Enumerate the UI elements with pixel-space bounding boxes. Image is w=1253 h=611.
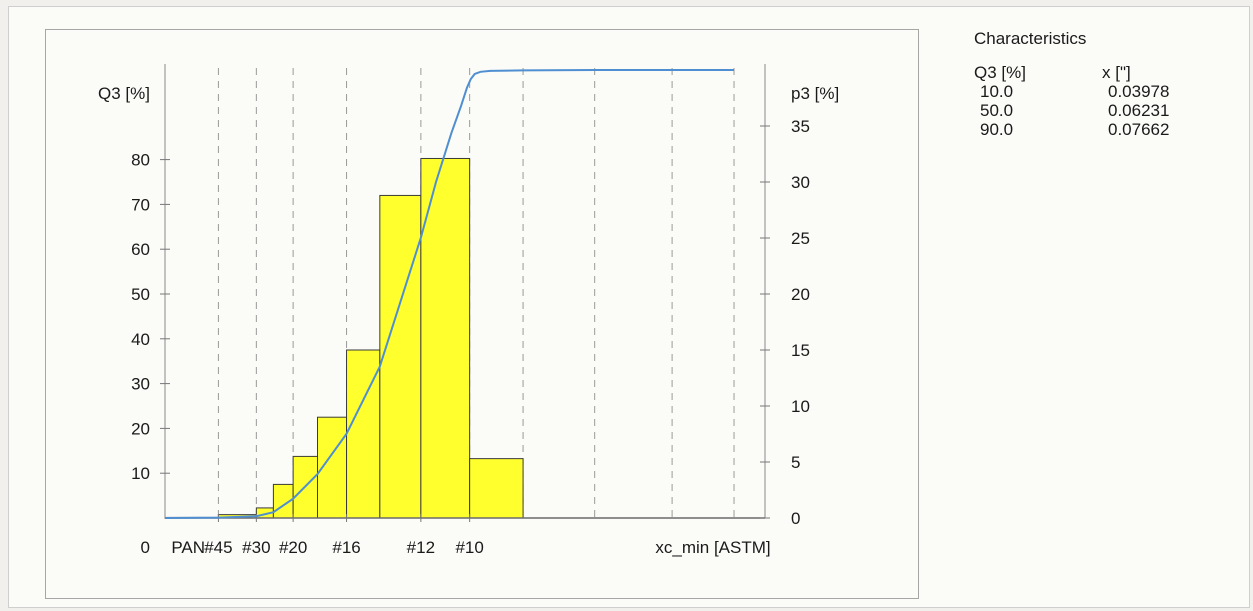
- characteristics-x-value: 0.06231: [1108, 101, 1170, 120]
- x-axis-title: xc_min [ASTM]: [655, 538, 770, 557]
- cumulative-q3-curve: [164, 69, 734, 519]
- left-axis-tick-label: 40: [131, 330, 150, 349]
- characteristics-row: 50.0 0.06231: [974, 101, 1244, 120]
- chart-frame: 10 20 30 40 50 60 70 80 Q3 [%] 0 5 10 15 20 25 30 35 p3 […: [45, 29, 919, 599]
- x-axis-tick-label: #30: [242, 538, 270, 557]
- right-axis-title: p3 [%]: [791, 84, 839, 103]
- x-axis-tick-label: #45: [204, 538, 232, 557]
- right-axis-tick-label: 0: [791, 509, 800, 528]
- x-axis-tick-label: #10: [455, 538, 483, 557]
- characteristics-q3-value: 10.0: [980, 82, 1014, 101]
- left-axis-title: Q3 [%]: [98, 84, 150, 103]
- characteristics-x-value: 0.03978: [1108, 82, 1170, 101]
- histogram-bar: [379, 194, 422, 519]
- characteristics-title: Characteristics: [974, 29, 1087, 48]
- left-axis-tick-label: 50: [131, 285, 150, 304]
- left-axis-tick-label: 70: [131, 195, 150, 214]
- right-axis-tick-label: 10: [791, 397, 810, 416]
- report-sheet: 10 20 30 40 50 60 70 80 Q3 [%] 0 5 10 15 20 25 30 35 p3 […: [8, 6, 1250, 608]
- chart-svg: 10 20 30 40 50 60 70 80 Q3 [%] 0 5 10 15 20 25 30 35 p3 […: [98, 64, 839, 557]
- right-axis-tick-label: 30: [791, 173, 810, 192]
- left-axis-tick-label: 20: [131, 419, 150, 438]
- left-axis-tick-label: 80: [131, 151, 150, 170]
- left-axis-tick-label: 10: [131, 464, 150, 483]
- x-axis-tick-label: #12: [407, 538, 435, 557]
- characteristics-q3-header: Q3 [%]: [974, 63, 1026, 82]
- right-axis-tick-label: 35: [791, 117, 810, 136]
- left-axis-tick-label: 30: [131, 375, 150, 394]
- x-axis-tick-label: PAN: [171, 538, 205, 557]
- right-axis-tick-label: 25: [791, 229, 810, 248]
- right-axis-tick-label: 20: [791, 285, 810, 304]
- left-axis-tick-label: 60: [131, 240, 150, 259]
- characteristics-header-row: Q3 [%] x ["]: [974, 63, 1244, 82]
- characteristics-q3-value: 50.0: [980, 101, 1014, 120]
- histogram-bar: [420, 157, 471, 519]
- right-axis-tick-label: 15: [791, 341, 810, 360]
- right-axis-tick-label: 5: [791, 453, 800, 472]
- characteristics-q3-value: 90.0: [980, 120, 1014, 139]
- characteristics-panel: Characteristics Q3 [%] x ["] 10.0 0.0397…: [974, 29, 1244, 139]
- characteristics-x-value: 0.07662: [1108, 120, 1170, 139]
- x-axis-tick-label: #20: [279, 538, 307, 557]
- characteristics-x-header: x ["]: [1102, 63, 1131, 82]
- histogram-bar: [469, 458, 524, 519]
- x-axis-tick-label: 0: [141, 538, 150, 557]
- characteristics-row: 90.0 0.07662: [974, 120, 1244, 139]
- x-axis-tick-label: #16: [332, 538, 360, 557]
- characteristics-row: 10.0 0.03978: [974, 82, 1244, 101]
